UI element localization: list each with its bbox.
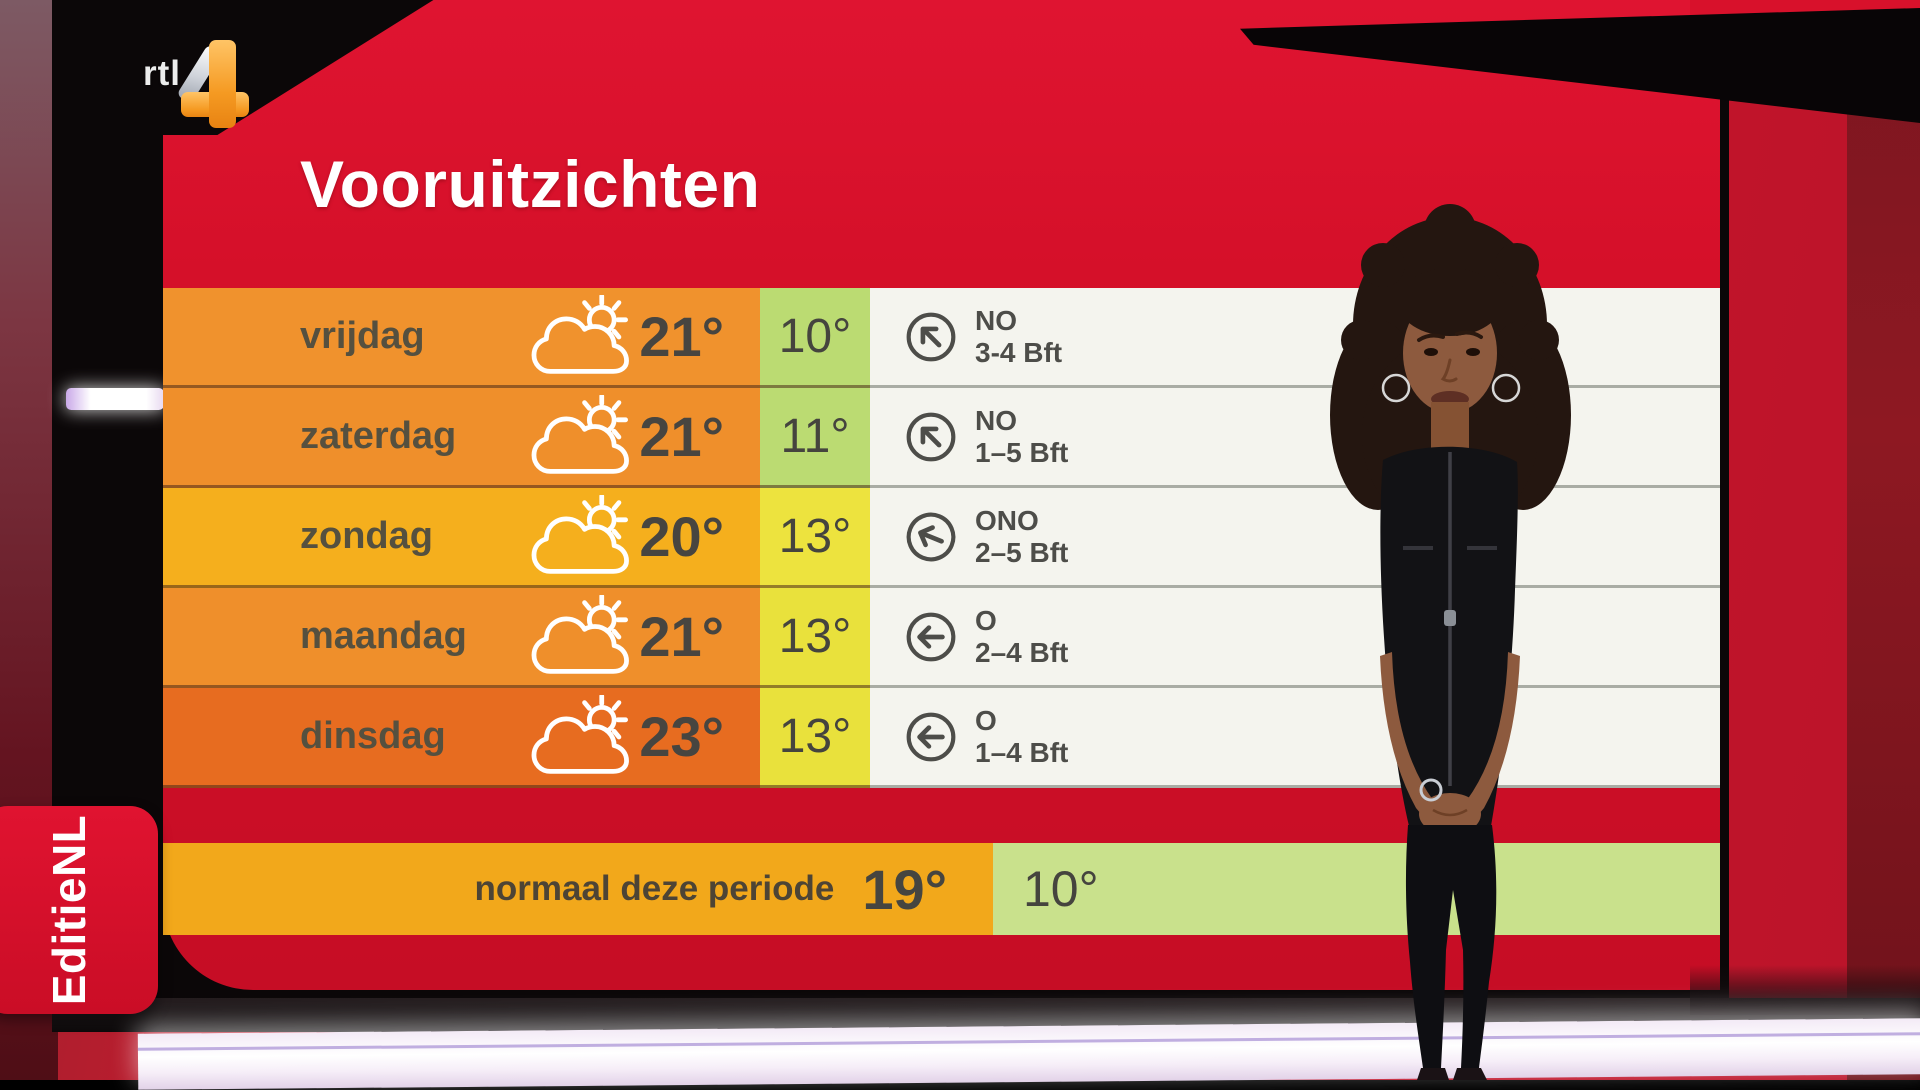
wind-label: O 2–4 Bft <box>975 605 1068 668</box>
high-temp: 21° <box>639 405 724 468</box>
wall-panel-right <box>1847 0 1920 1080</box>
day-label: dinsdag <box>300 715 446 757</box>
wind-label: ONO 2–5 Bft <box>975 505 1068 568</box>
day-cell: zaterdag 21° <box>163 388 760 488</box>
wind-direction-icon <box>904 610 958 664</box>
sun-behind-cloud-icon <box>526 393 639 479</box>
low-temp-cell: 13° <box>760 688 870 788</box>
wind-direction-label: NO <box>975 405 1017 437</box>
forecast-row: vrijdag 21° 10° <box>163 288 1720 388</box>
rtl-logo-text: rtl <box>143 54 181 93</box>
wind-force-label: 1–4 Bft <box>975 736 1069 768</box>
rtl4-logo: rtl <box>143 40 259 132</box>
wind-force-label: 3-4 Bft <box>975 336 1063 368</box>
normal-high-temp: 19° <box>862 857 947 921</box>
page-title: Vooruitzichten <box>300 147 761 221</box>
wind-label: NO 1–5 Bft <box>975 405 1068 468</box>
low-temp-cell: 13° <box>760 588 870 688</box>
day-cell: zondag 20° <box>163 488 760 588</box>
day-label: zondag <box>300 515 433 557</box>
day-cell: maandag 21° <box>163 588 760 688</box>
day-cell: vrijdag 21° <box>163 288 760 388</box>
editienl-logo: EditieNL <box>0 806 158 1014</box>
forecast-rows: vrijdag 21° 10° <box>163 288 1720 788</box>
day-cell: dinsdag 23° <box>163 688 760 788</box>
wind-force-label: 1–5 Bft <box>975 436 1069 468</box>
low-temp-cell: 13° <box>760 488 870 588</box>
forecast-row: dinsdag 23° 13° <box>163 688 1720 788</box>
rtl4-four-bar-vertical <box>209 40 236 128</box>
frame-accent-light <box>66 388 164 410</box>
day-label: vrijdag <box>300 315 425 357</box>
high-temp: 23° <box>639 705 724 768</box>
day-label: zaterdag <box>300 415 457 457</box>
wind-cell: O 2–4 Bft <box>870 588 1720 688</box>
low-temp-cell: 10° <box>760 288 870 388</box>
wind-direction-label: O <box>975 605 997 637</box>
presenter-jeans <box>1405 825 1497 1068</box>
normal-low-temp: 10° <box>1023 861 1099 917</box>
normal-period-bar: normaal deze periode 19° 10° <box>163 843 1720 935</box>
high-temp: 21° <box>639 605 724 668</box>
wind-cell: O 1–4 Bft <box>870 688 1720 788</box>
wind-direction-label: O <box>975 705 997 737</box>
wind-label: NO 3-4 Bft <box>975 305 1062 368</box>
wind-force-label: 2–4 Bft <box>975 636 1069 668</box>
weather-presenter <box>1283 190 1617 1080</box>
forecast-row: maandag 21° 13° <box>163 588 1720 688</box>
sun-behind-cloud-icon <box>526 293 639 379</box>
wind-cell: NO 3-4 Bft <box>870 288 1720 388</box>
low-temp: 13° <box>778 610 852 663</box>
presenter-earrings <box>1381 373 1521 403</box>
wind-direction-icon <box>896 501 966 571</box>
high-temp: 21° <box>639 305 724 368</box>
sun-behind-cloud-icon <box>526 593 639 679</box>
normal-period-label: normaal deze periode <box>474 869 835 908</box>
wind-direction-icon <box>893 398 969 474</box>
low-temp: 10° <box>778 310 852 363</box>
forecast-row: zondag 20° 13° <box>163 488 1720 588</box>
wind-cell: NO 1–5 Bft <box>870 388 1720 488</box>
low-temp: 13° <box>778 710 852 763</box>
wind-direction-label: ONO <box>975 505 1039 537</box>
normal-low-segment: 10° <box>993 843 1720 935</box>
sun-behind-cloud-icon <box>526 493 639 579</box>
wind-label: O 1–4 Bft <box>975 705 1068 768</box>
high-temp: 20° <box>639 505 724 568</box>
low-temp: 11° <box>780 410 850 463</box>
wind-direction-label: NO <box>975 305 1017 337</box>
wind-force-label: 2–5 Bft <box>975 536 1069 568</box>
bottom-shadow <box>1690 965 1920 1015</box>
forecast-row: zaterdag 21° 11° <box>163 388 1720 488</box>
low-temp: 13° <box>778 510 852 563</box>
sun-behind-cloud-icon <box>526 693 639 779</box>
normal-high-segment: normaal deze periode 19° <box>163 843 993 935</box>
day-label: maandag <box>300 615 467 657</box>
low-temp-cell: 11° <box>760 388 870 488</box>
wind-direction-icon <box>904 710 958 764</box>
wind-direction-icon <box>893 298 969 374</box>
wind-cell: ONO 2–5 Bft <box>870 488 1720 588</box>
editienl-logo-text: EditieNL <box>43 814 95 1006</box>
